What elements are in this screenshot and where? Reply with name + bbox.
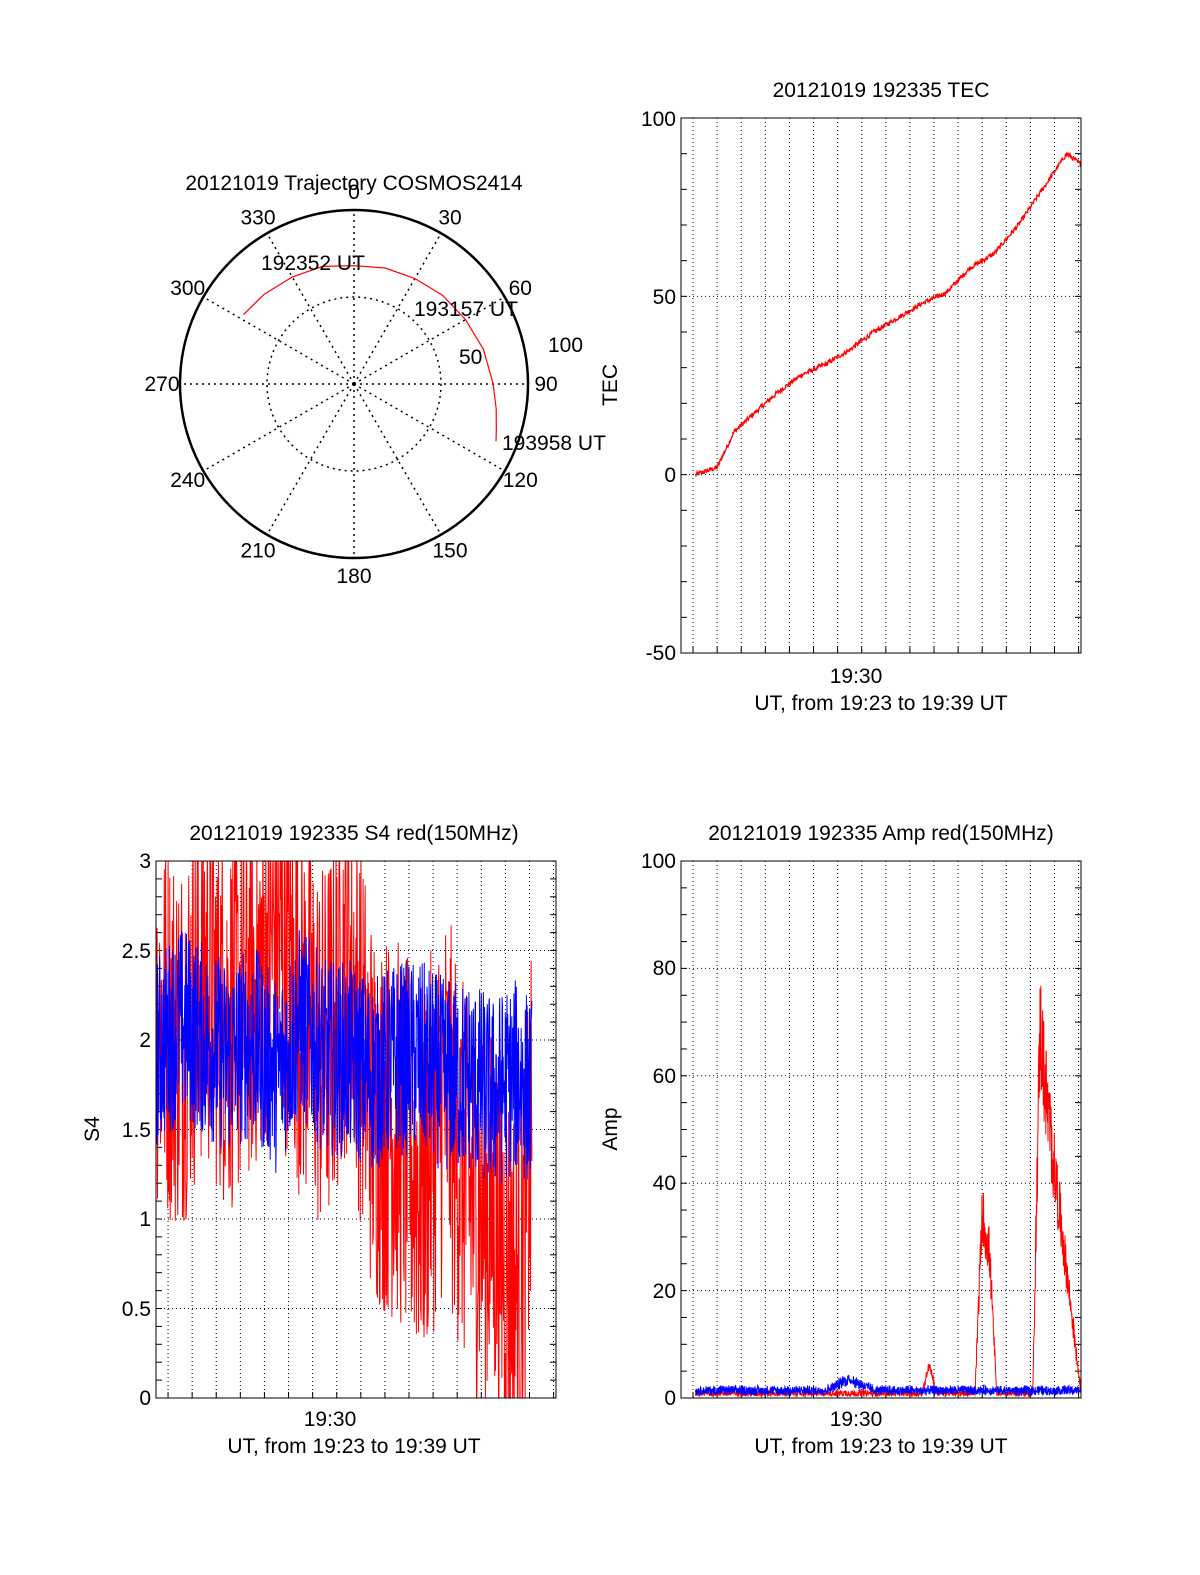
amp-y-tick-label: 60 [653,1065,676,1088]
tec-y-tick-label: 50 [653,286,676,309]
s4-blue-series-line [156,930,533,1183]
polar-angle-label: 30 [438,207,461,230]
amp-y-axis-label: Amp [599,1107,622,1150]
s4-y-tick-label: 0 [139,1387,151,1410]
polar-spoke [202,383,355,472]
amp-grid [681,861,1081,1398]
tec-frame [680,117,1082,654]
amp-blue-series-line [695,1374,1082,1397]
polar-spoke [202,296,355,385]
amp-red-series-line [695,985,1082,1399]
polar-annotation-end: 193958 UT [502,432,606,455]
polar-angle-label: 90 [534,373,557,396]
amp-title: 20121019 192335 Amp red(150MHz) [708,822,1054,845]
polar-annotation-mid: 193157 UT [414,298,518,321]
polar-title: 20121019 Trajectory COSMOS2414 [185,172,523,195]
amp-x-axis-label: UT, from 19:23 to 19:39 UT [754,1435,1007,1458]
polar-angle-label: 330 [240,207,275,230]
amp-y-tick-label: 100 [641,850,676,873]
amp-x-tick-label: 19:30 [830,1408,883,1431]
polar-angle-label: 210 [240,539,275,562]
polar-trajectory-line [242,265,497,442]
polar-angle-label: 60 [509,277,532,300]
amp-y-tick-label: 80 [653,957,676,980]
polar-radial-tick-50: 50 [459,346,482,369]
s4-y-tick-label: 2.5 [122,940,151,963]
polar-angle-label: 0 [348,181,360,204]
polar-angle-label: 300 [170,277,205,300]
tec-y-tick-label: 100 [641,108,676,131]
polar-spoke [353,383,442,536]
tec-x-tick-label: 19:30 [830,665,883,688]
tec-y-axis-label: TEC [599,364,622,406]
polar-spoke [266,232,355,385]
tec-x-axis-label: UT, from 19:23 to 19:39 UT [754,692,1007,715]
polar-angle-label: 270 [144,373,179,396]
amp-frame [680,860,1082,1399]
s4-y-axis-label: S4 [81,1116,104,1142]
polar-angle-label: 240 [170,469,205,492]
polar-inner-ring [266,296,442,472]
polar-angle-labels: 0 30 60 90 120 150 180 210 240 270 300 330 [144,181,557,588]
s4-y-tick-label: 2 [139,1029,151,1052]
polar-trajectory-chart: 20121019 Trajectory COSMOS2414 0 30 60 90 12… [144,172,606,588]
s4-chart: 20121019 192335 S4 red(150MHz) 3 2.5 2 1… [81,822,557,1458]
s4-x-tick-label: 19:30 [304,1408,357,1431]
polar-spoke [266,383,355,536]
s4-y-tick-label: 1.5 [122,1119,151,1142]
amp-y-tick-label: 40 [653,1172,676,1195]
s4-y-tick-label: 3 [139,850,151,873]
polar-spoke [353,232,442,385]
polar-annotation-start: 192352 UT [261,252,365,275]
polar-angle-label: 180 [336,565,371,588]
amp-y-tick-label: 0 [664,1387,676,1410]
tec-chart: 20121019 192335 TEC 100 50 0 -50 19:30 U… [599,79,1082,715]
tec-y-tick-label: -50 [646,642,676,665]
amp-chart: 20121019 192335 Amp red(150MHz) 100 80 6… [599,822,1082,1458]
polar-spoke [353,383,506,472]
amp-y-tick-label: 20 [653,1280,676,1303]
tec-title: 20121019 192335 TEC [773,79,990,102]
s4-frame [155,860,557,1399]
s4-y-tick-label: 1 [139,1208,151,1231]
tec-series-line [694,151,1082,478]
polar-angle-label: 150 [432,539,467,562]
s4-title: 20121019 192335 S4 red(150MHz) [189,822,518,845]
polar-radial-tick-100: 100 [548,334,583,357]
s4-y-tick-label: 0.5 [122,1298,151,1321]
polar-spokes [180,210,528,558]
polar-outer-ring [178,208,530,560]
s4-x-axis-label: UT, from 19:23 to 19:39 UT [227,1435,480,1458]
tec-y-tick-label: 0 [664,464,676,487]
tec-grid [681,117,1081,654]
polar-spoke [353,296,506,385]
polar-angle-label: 120 [503,469,538,492]
